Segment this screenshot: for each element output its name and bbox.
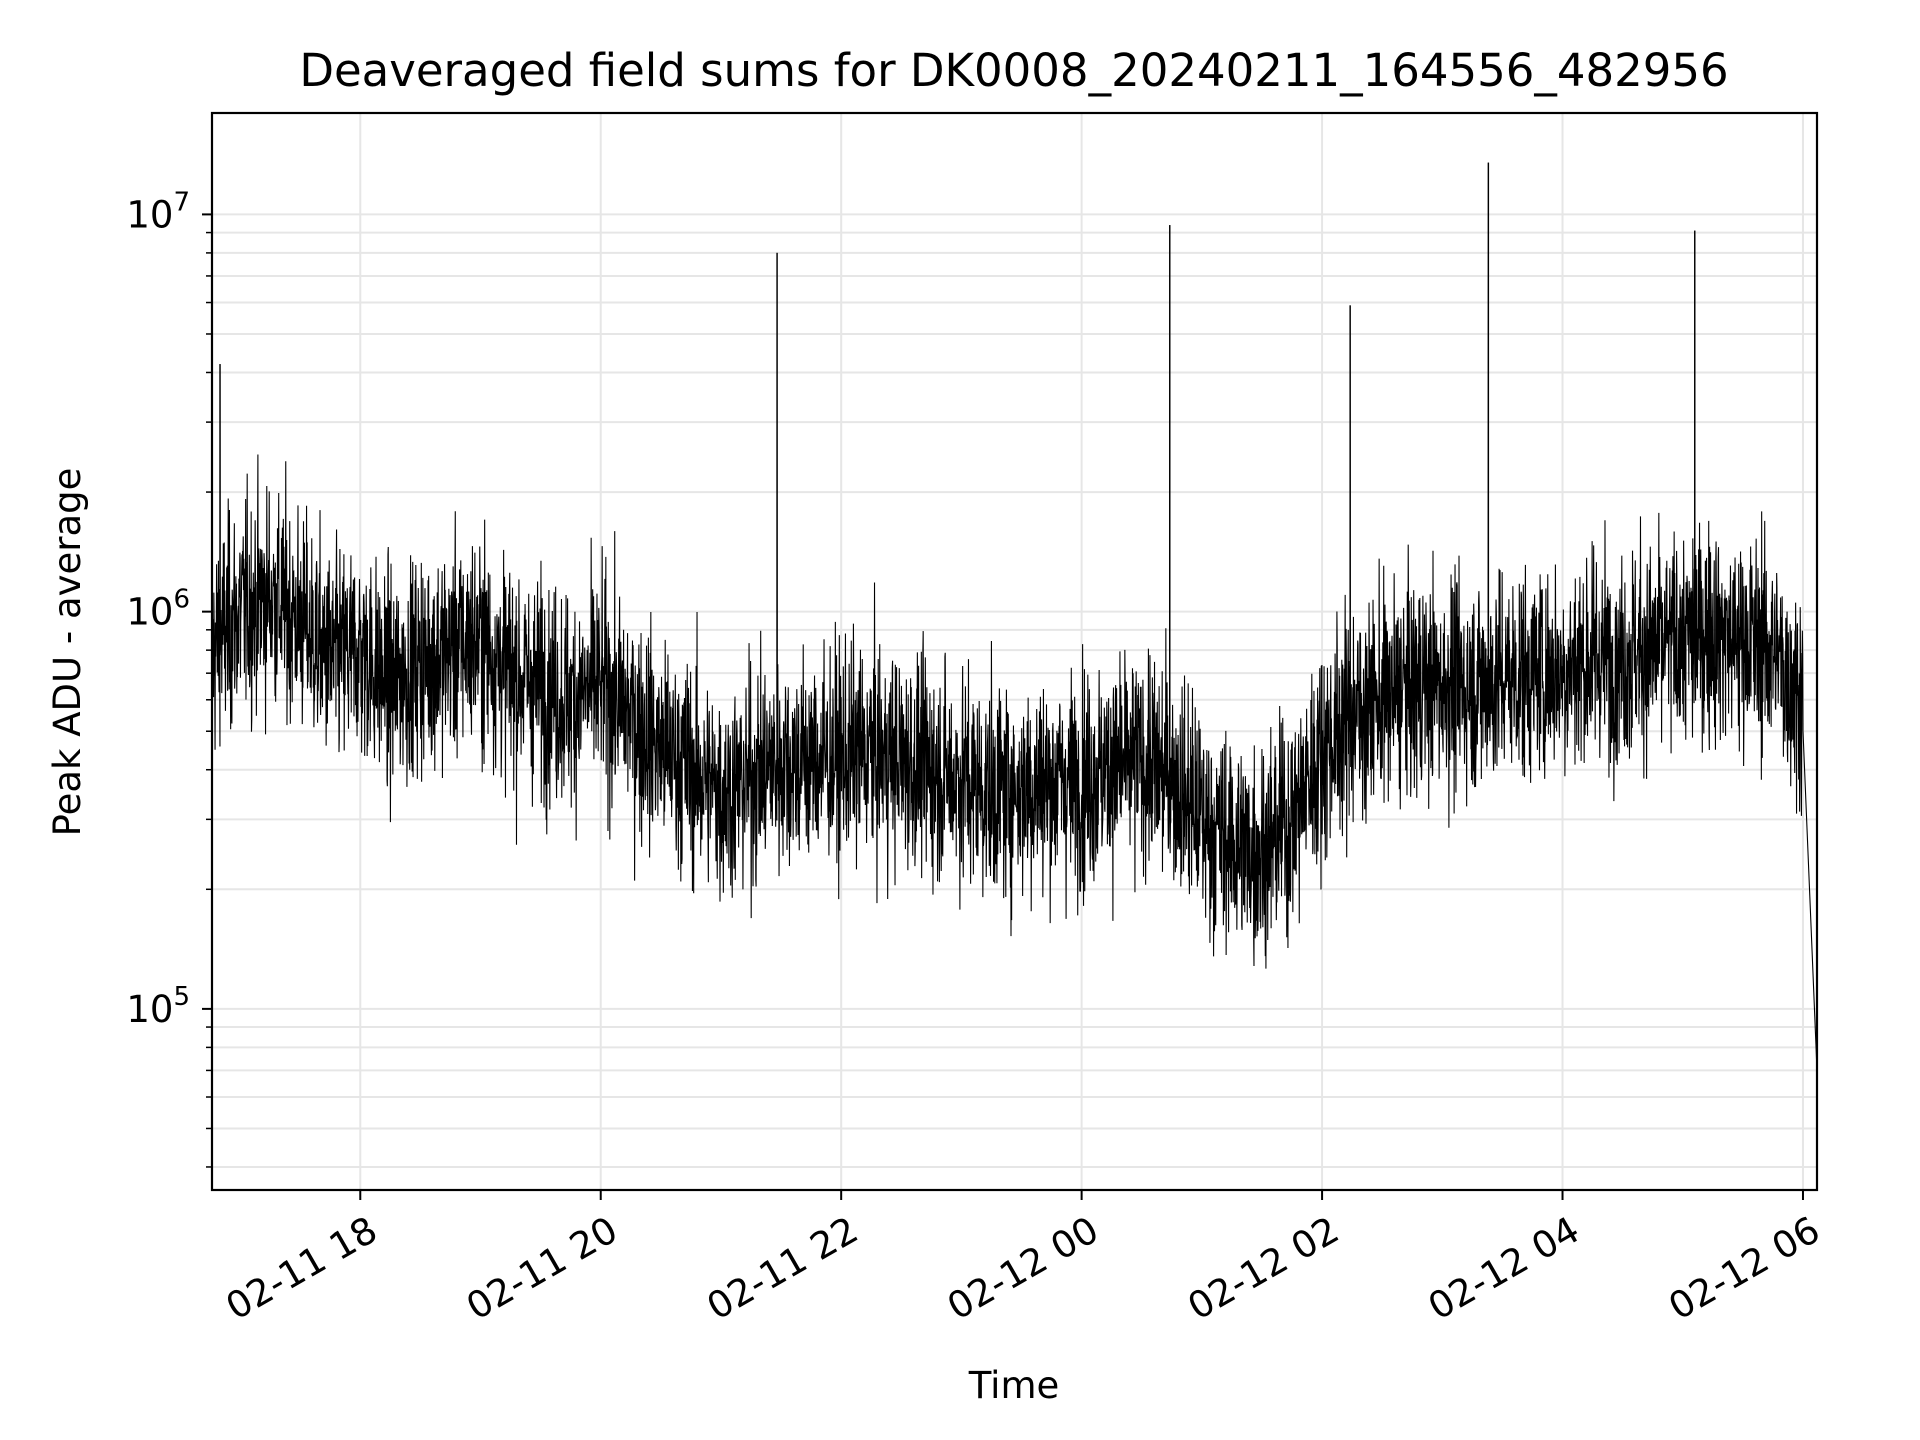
y-axis-label: Peak ADU - average	[46, 468, 89, 837]
series-line	[211, 162, 1818, 1071]
y-tick-label: 106	[126, 585, 190, 634]
chart-title: Deaveraged field sums for DK0008_2024021…	[299, 44, 1728, 97]
x-axis-label: Time	[968, 1364, 1060, 1407]
y-tick-label: 107	[126, 187, 190, 236]
y-axis-ticks: 105 106 107	[126, 187, 212, 1168]
y-tick-label: 105	[126, 982, 190, 1031]
axes-frame	[210, 111, 1819, 1192]
plot-area	[211, 162, 1818, 1071]
